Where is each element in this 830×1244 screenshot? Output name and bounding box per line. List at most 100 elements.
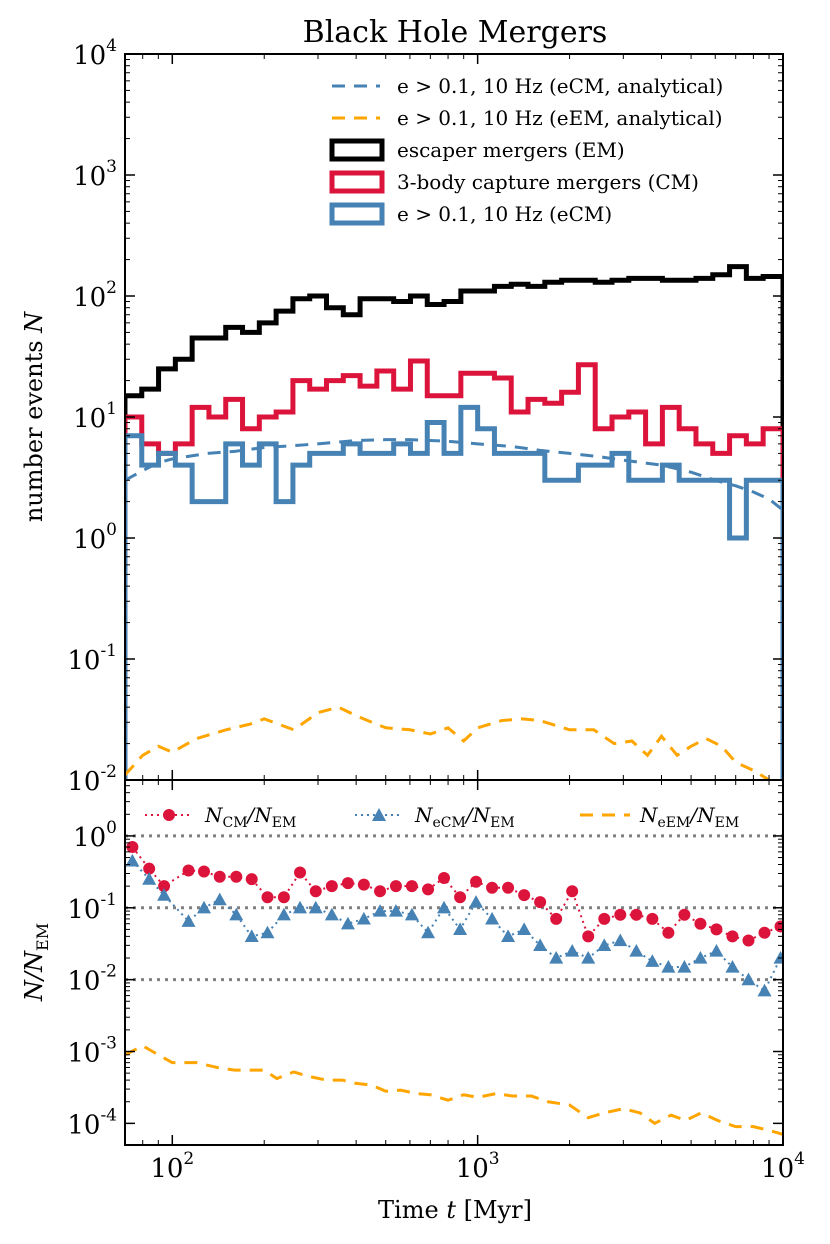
ecm-ratio-point [212,892,227,906]
top-y-axis-label-text: number events [20,333,48,522]
top-y-tick-label: 10-1 [67,641,117,676]
top-y-tick-label: 104 [73,36,117,71]
cm-ratio-point [582,930,595,943]
ecm-ratio-point [276,907,291,921]
series-ecm-step [125,404,783,780]
legend-marker-circle [163,809,175,821]
legend-label: escaper mergers (EM) [397,138,625,162]
ecm-ratio-point [725,959,740,973]
top-y-axis-label: number events N [20,311,48,522]
ecm-ratio-point [293,900,308,914]
ecm-ratio-point [469,895,484,908]
cm-ratio-point [598,912,611,925]
bottom-y-tick-label: 10-3 [67,1034,117,1069]
bottom-y-axis-label-var: N/N [20,950,48,1002]
top-y-tick-label: 10-2 [67,762,117,797]
bottom-plot-frame [124,779,784,1146]
cm-ratio-point [341,877,354,890]
legend-entry: 3-body capture mergers (CM) [329,170,699,194]
legend-marker-triangle [372,808,386,821]
tick-base: 10 [73,283,106,313]
cm-ratio-point [374,885,387,898]
top-y-axis-label-var: N [20,311,48,334]
cm-ratio-point [197,865,210,878]
cm-ratio-point [694,917,707,930]
ecm-ratio-point [324,907,339,921]
tick-exponent: 4 [794,1149,805,1169]
bottom-y-axis-label-sub: EM [33,923,52,951]
cm-ratio-point [213,870,226,883]
legend-swatch-step [329,138,385,162]
cm-ratio-point [550,912,563,925]
ecm-ratio-point [485,911,500,925]
ecm-ratio-point [421,925,436,939]
cm-ratio-point [143,862,156,875]
tick-base: 10 [67,646,100,676]
cm-ratio-point [470,875,483,888]
series-em-escaper-mergers [125,264,783,780]
ecm-ratio-point [437,900,452,914]
legend-entry: e > 0.1, 10 Hz (eEM, analytical) [332,106,723,130]
legend-den-sub: EM [272,815,297,831]
tick-base: 10 [150,1154,183,1184]
cm-ratio-point [502,881,515,894]
bottom-y-axis-label: N/NEM [20,923,52,1002]
top-y-tick-label: 102 [73,278,117,313]
ecm-ratio-point [340,916,355,930]
tick-exponent: 2 [183,1149,194,1169]
cm-ratio-point [309,885,322,898]
ecm-ratio-point [709,944,724,957]
tick-base: 10 [67,895,100,925]
cm-ratio-point [438,871,451,884]
ecm-ratio-point [741,972,756,986]
cm-ratio-point [518,889,531,902]
legend-num: N [639,803,659,827]
cm-ratio-point [534,896,547,909]
tick-exponent: -2 [100,962,117,982]
cm-ratio-point [566,885,579,898]
x-axis-label-unit: [Myr] [456,1196,532,1224]
legend-label: e > 0.1, 10 Hz (eEM, analytical) [397,106,723,130]
tick-exponent: 4 [106,36,117,56]
ecm-ratio-point [308,900,323,914]
tick-exponent: -1 [100,890,117,910]
ecm-ratio-point [693,951,708,964]
ecm-ratio-point [565,944,580,957]
ecm-ratio-point [773,951,783,964]
tick-base: 10 [73,823,106,853]
cm-ratio-point [646,912,659,925]
cm-ratio-point [742,934,755,947]
cm-ratio-point [294,866,307,879]
tick-exponent: 3 [489,1149,500,1169]
x-tick-label: 102 [150,1149,194,1184]
cm-ratio-point [158,880,171,893]
ecm-ratio-point [388,904,403,917]
chart-title: Black Hole Mergers [303,15,608,50]
ecm-ratio-point [549,951,564,964]
ecm-ratio-point [142,872,157,885]
tick-exponent: -4 [100,1105,117,1125]
cm-ratio-point [389,880,402,893]
ecm-ratio-point [196,900,211,914]
top-legend: e > 0.1, 10 Hz (eCM, analytical) e > 0.1,… [329,74,723,226]
series-eem-ratio [125,1044,783,1136]
ecm-ratio-point [244,929,259,942]
tick-base: 10 [73,404,106,434]
ecm-ratio-point [181,914,196,927]
cm-ratio-point [630,908,643,921]
legend-label: e > 0.1, 10 Hz (eCM, analytical) [397,74,723,98]
ecm-ratio-point [404,907,419,921]
legend-num-sub: eCM [433,815,466,831]
legend-den: /N [464,803,492,827]
ecm-ratio-point [661,959,676,973]
cm-ratio-point [422,883,435,896]
bottom-plot-area [125,834,783,1136]
legend-den-sub: EM [490,815,515,831]
bottom-y-tick-label: 10-2 [67,962,117,997]
tick-exponent: -1 [100,641,117,661]
tick-base: 10 [73,41,106,71]
legend-num-sub: CM [223,815,248,831]
bottom-y-tick-label: 100 [73,818,117,853]
